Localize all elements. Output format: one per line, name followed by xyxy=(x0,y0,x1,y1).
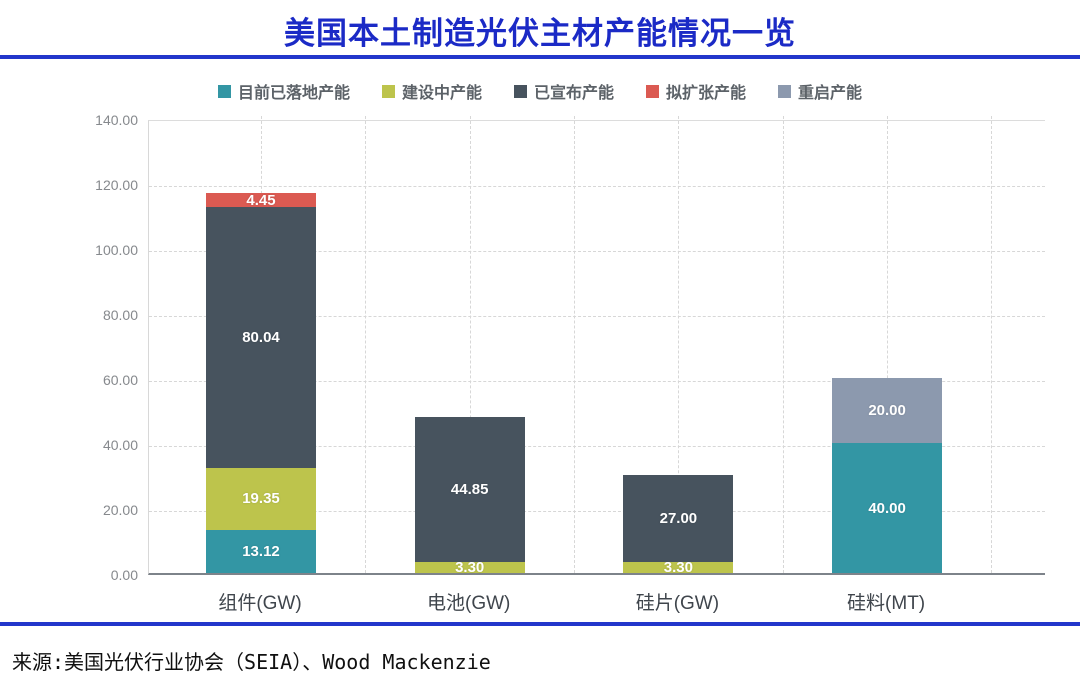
legend-label: 已宣布产能 xyxy=(533,85,614,102)
y-axis-tick-label: 20.00 xyxy=(102,502,138,518)
bar-value-label: 44.85 xyxy=(450,480,489,498)
legend-swatch-icon xyxy=(778,84,792,98)
y-axis-tick-label: 100.00 xyxy=(95,242,138,258)
bar-value-label: 20.00 xyxy=(868,402,906,419)
horizontal-gridline xyxy=(149,446,1045,447)
x-axis-category-label: 电池(GW) xyxy=(427,593,511,614)
y-axis-tick-label: 140.00 xyxy=(95,112,138,128)
vertical-gridline xyxy=(469,116,471,573)
legend-item: 已宣布产能 xyxy=(513,79,614,103)
vertical-gridline xyxy=(887,116,889,573)
chart-legend: 目前已落地产能 建设中产能 已宣布产能 拟扩张产能 重启产能 xyxy=(60,80,1020,102)
vertical-gridline xyxy=(365,116,367,573)
legend-label: 目前已落地产能 xyxy=(237,85,350,102)
page-title: 美国本土制造光伏主材产能情况一览 xyxy=(284,16,796,51)
legend-swatch-icon xyxy=(381,84,395,98)
bar-value-label: 80.04 xyxy=(242,328,280,346)
vertical-gridline xyxy=(782,116,784,573)
legend-item: 目前已落地产能 xyxy=(217,79,350,103)
legend-item: 建设中产能 xyxy=(381,79,482,103)
bar-segment: 40.00 xyxy=(832,443,943,573)
legend-item: 拟扩张产能 xyxy=(646,79,746,103)
legend-swatch-icon xyxy=(217,84,231,98)
bar-value-label: 19.35 xyxy=(242,490,280,508)
x-axis-category-label: 硅料(MT) xyxy=(847,593,926,614)
bar-segment: 13.12 xyxy=(206,530,316,573)
bar-value-label: 3.30 xyxy=(663,559,693,577)
bar-segment: 19.35 xyxy=(206,467,316,531)
stacked-bar: 3.30 44.85 xyxy=(414,416,525,577)
bar-segment: 3.30 xyxy=(414,559,525,577)
stacked-bar: 13.12 19.35 80.04 4.45 xyxy=(206,193,316,573)
horizontal-gridline xyxy=(149,381,1045,382)
bar-segment: 3.30 xyxy=(623,559,734,577)
vertical-gridline xyxy=(991,116,993,573)
y-axis-tick-label: 120.00 xyxy=(95,177,138,193)
bar-value-label: 13.12 xyxy=(242,543,280,561)
bar-value-label: 40.00 xyxy=(868,499,906,517)
vertical-gridline xyxy=(574,116,576,573)
bottom-divider xyxy=(0,622,1080,626)
horizontal-gridline xyxy=(149,251,1045,252)
y-axis-tick-label: 80.00 xyxy=(102,307,138,323)
x-axis-category-label: 硅片(GW) xyxy=(635,593,720,614)
bar-segment: 44.85 xyxy=(414,416,525,563)
title-underline xyxy=(0,55,1080,59)
bar-segment: 80.04 xyxy=(206,207,316,468)
bar-segment: 20.00 xyxy=(832,378,943,443)
legend-label: 建设中产能 xyxy=(401,85,482,102)
source-note: 来源:美国光伏行业协会（SEIA）、Wood Mackenzie xyxy=(12,650,491,674)
legend-label: 重启产能 xyxy=(798,85,863,102)
plot-area: 13.12 19.35 80.04 4.45 3.30 44.85 3.30 27.00 40.… xyxy=(148,116,1045,577)
stacked-bar: 40.00 20.00 xyxy=(832,378,943,573)
y-axis-tick-label: 40.00 xyxy=(102,437,138,453)
stacked-bar: 3.30 27.00 xyxy=(623,474,734,577)
horizontal-gridline xyxy=(149,186,1045,187)
legend-swatch-icon xyxy=(513,84,527,98)
bar-value-label: 4.45 xyxy=(246,191,276,209)
legend-label: 拟扩张产能 xyxy=(666,85,747,102)
bar-value-label: 3.30 xyxy=(455,559,485,577)
y-axis-tick-label: 60.00 xyxy=(102,372,138,388)
vertical-gridline xyxy=(678,116,680,573)
legend-item: 重启产能 xyxy=(778,79,862,103)
bar-segment: 4.45 xyxy=(206,191,316,209)
x-axis-category-label: 组件(GW) xyxy=(218,593,302,614)
bar-value-label: 27.00 xyxy=(659,509,698,527)
y-axis-tick-label: 0.00 xyxy=(110,567,138,583)
legend-swatch-icon xyxy=(646,84,659,98)
horizontal-gridline xyxy=(149,511,1045,512)
horizontal-gridline xyxy=(149,316,1045,317)
bar-segment: 27.00 xyxy=(623,474,734,563)
